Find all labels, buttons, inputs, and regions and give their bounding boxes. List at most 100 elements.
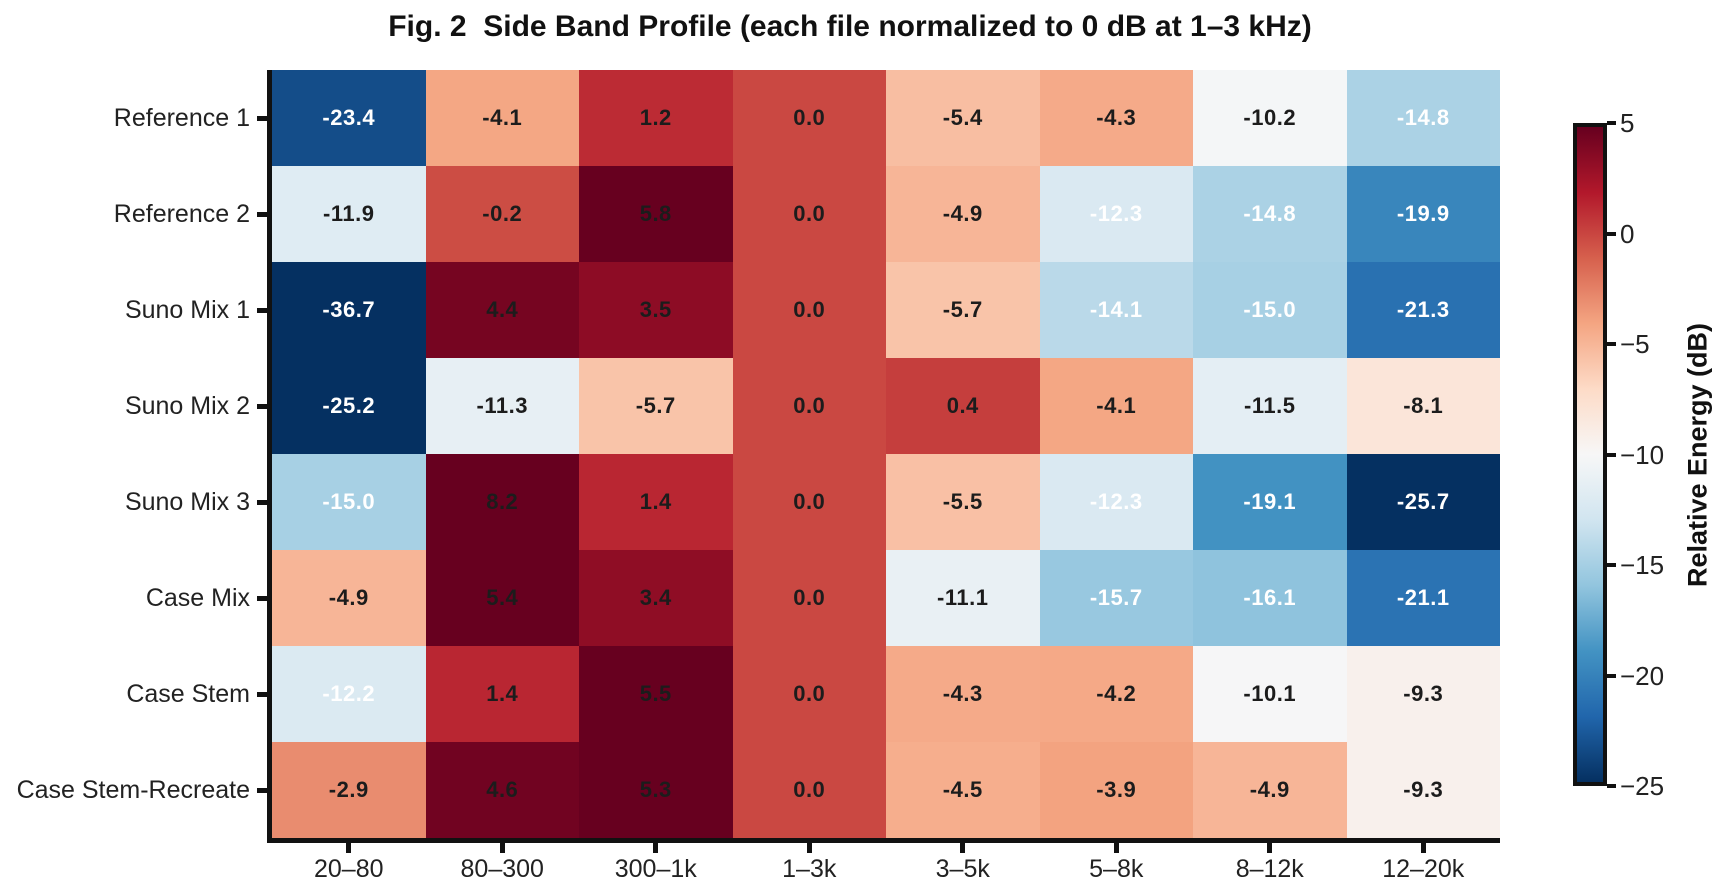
heatmap-cell: -19.9: [1346, 166, 1500, 262]
heatmap-cell: 4.6: [425, 742, 579, 838]
cell-value: 3.4: [639, 585, 672, 610]
y-axis-tick: [257, 691, 267, 697]
heatmap-cell: -12.3: [1039, 454, 1193, 550]
cell-value: 3.5: [639, 297, 672, 322]
cell-value: -5.4: [942, 105, 983, 130]
cell-value: -15.0: [322, 489, 376, 514]
cell-value: 0.0: [793, 393, 826, 418]
cell-value: 5.8: [639, 201, 672, 226]
heatmap-cell: 3.5: [579, 262, 733, 358]
heatmap-cell: -25.2: [272, 358, 426, 454]
heatmap-cell: -36.7: [272, 262, 426, 358]
heatmap-cell: -25.7: [1346, 454, 1500, 550]
heatmap-cell: 0.0: [732, 646, 886, 742]
heatmap-cell: 0.0: [732, 454, 886, 550]
x-axis-label: 3–5k: [935, 855, 990, 883]
cell-value: -14.8: [1243, 201, 1297, 226]
heatmap-cell: -14.8: [1193, 166, 1347, 262]
colorbar-tick-label: 5: [1620, 108, 1635, 138]
heatmap-cell: -23.4: [272, 70, 426, 166]
heatmap-cell: -19.1: [1193, 454, 1347, 550]
cell-value: -11.3: [476, 393, 528, 418]
cell-value: -5.7: [635, 393, 676, 418]
cell-value: 5.5: [639, 681, 672, 706]
x-axis-spine: [267, 838, 1500, 843]
cell-value: -4.1: [1096, 393, 1137, 418]
cell-value: -4.9: [328, 585, 369, 610]
y-axis-tick: [257, 115, 267, 121]
cell-value: -25.7: [1396, 489, 1450, 514]
heatmap-cell: -8.1: [1346, 358, 1500, 454]
heatmap-cell: -11.3: [425, 358, 579, 454]
cell-value: 0.0: [793, 105, 826, 130]
y-axis-label: Reference 1: [113, 104, 250, 132]
x-axis-label: 5–8k: [1089, 855, 1144, 883]
heatmap-cell: -4.5: [886, 742, 1040, 838]
heatmap-cell: 0.0: [732, 742, 886, 838]
x-axis-tick: [653, 843, 659, 853]
cell-value: -3.9: [1096, 777, 1137, 802]
y-axis-tick: [257, 403, 267, 409]
cell-value: -19.1: [1243, 489, 1297, 514]
colorbar-tick-label: −15: [1620, 550, 1665, 580]
heatmap-cell: -12.3: [1039, 166, 1193, 262]
cell-value: 4.6: [486, 777, 519, 802]
heatmap-cell: 5.3: [579, 742, 733, 838]
colorbar-tick-label: −25: [1620, 771, 1665, 801]
x-axis-tick: [960, 843, 966, 853]
heatmap-cell: -10.2: [1193, 70, 1347, 166]
cell-value: 0.0: [793, 201, 826, 226]
x-axis-label: 8–12k: [1235, 855, 1304, 883]
heatmap-cell: -5.7: [579, 358, 733, 454]
cell-value: -14.8: [1396, 105, 1450, 130]
cell-value: -19.9: [1396, 201, 1450, 226]
y-axis-label: Case Stem-Recreate: [16, 776, 250, 804]
heatmap-cell: -4.1: [425, 70, 579, 166]
y-axis-label: Case Stem: [126, 680, 250, 708]
y-axis-label: Reference 2: [113, 200, 250, 228]
cell-value: -9.3: [1403, 777, 1444, 802]
cell-value: 1.4: [486, 681, 519, 706]
colorbar-tick: [1607, 121, 1616, 125]
heatmap-cell: 0.0: [732, 70, 886, 166]
y-axis-tick: [257, 211, 267, 217]
cell-value: -5.7: [942, 297, 983, 322]
cell-value: -4.3: [942, 681, 983, 706]
heatmap-cell: 8.2: [425, 454, 579, 550]
x-axis-tick: [499, 843, 505, 853]
colorbar-tick-label: −20: [1620, 660, 1665, 691]
heatmap-cell: 5.4: [425, 550, 579, 646]
colorbar-axis-label: Relative Energy (dB): [1682, 322, 1713, 588]
cell-value: -11.1: [937, 585, 989, 610]
y-axis-label: Suno Mix 3: [124, 488, 250, 516]
cell-value: -15.0: [1243, 297, 1297, 322]
cell-value: -23.4: [322, 105, 376, 130]
cell-value: -21.1: [1396, 585, 1450, 610]
y-axis-label: Suno Mix 1: [124, 296, 250, 324]
cell-value: -2.9: [328, 777, 369, 802]
heatmap-cell: -15.0: [1193, 262, 1347, 358]
cell-value: 0.0: [793, 585, 826, 610]
colorbar-tick: [1607, 342, 1616, 346]
cell-value: 4.4: [486, 297, 519, 322]
cell-value: -25.2: [322, 393, 376, 418]
heatmap-cell: -14.1: [1039, 262, 1193, 358]
heatmap-cell: -5.7: [886, 262, 1040, 358]
x-axis-tick: [346, 843, 352, 853]
heatmap-cell: 5.8: [579, 166, 733, 262]
heatmap-cell: -9.3: [1346, 646, 1500, 742]
cell-value: -12.2: [322, 681, 376, 706]
heatmap-cell: -21.3: [1346, 262, 1500, 358]
heatmap-cell: -4.2: [1039, 646, 1193, 742]
colorbar-tick: [1607, 784, 1616, 788]
x-axis-tick: [1113, 843, 1119, 853]
colorbar-tick: [1607, 563, 1616, 567]
cell-value: -4.5: [942, 777, 983, 802]
cell-value: -4.9: [942, 201, 983, 226]
heatmap-cell: -16.1: [1193, 550, 1347, 646]
cell-value: -15.7: [1089, 585, 1143, 610]
cell-value: -36.7: [322, 297, 376, 322]
cell-value: 0.0: [793, 489, 826, 514]
heatmap-cell: 0.0: [732, 358, 886, 454]
heatmap-cell: 5.5: [579, 646, 733, 742]
